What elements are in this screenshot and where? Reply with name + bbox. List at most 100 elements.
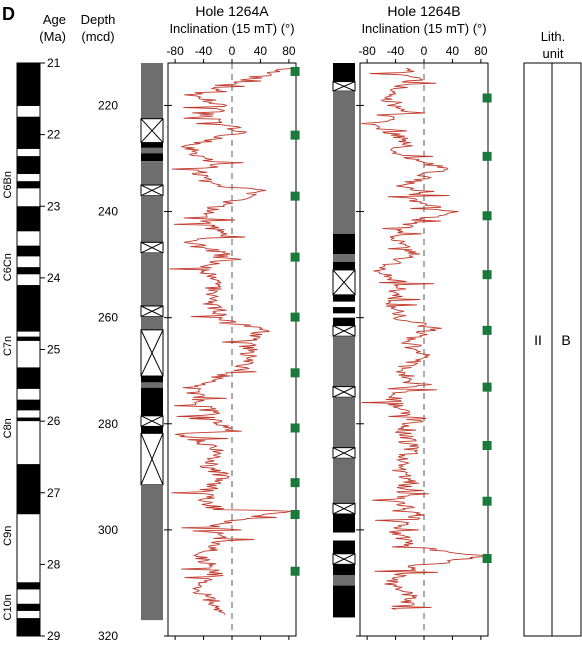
hole-b-gray-interval xyxy=(333,574,355,586)
chron-label: C6Cn xyxy=(2,253,14,281)
hole-b-black-interval xyxy=(333,307,355,314)
age-tick-label: 27 xyxy=(47,486,61,500)
hole-b-no-recovery-cross xyxy=(332,553,356,565)
hole-b-no-recovery-cross xyxy=(332,269,356,296)
hole-a-gray-interval xyxy=(141,316,163,330)
hole-b-no-recovery-cross xyxy=(332,81,356,92)
hole-b-core-marker xyxy=(482,382,492,392)
hole-b-gray-interval xyxy=(333,91,355,234)
hole-b-no-recovery-cross xyxy=(332,386,356,398)
normal-polarity-band xyxy=(17,336,40,341)
age-tick-label: 21 xyxy=(47,56,61,70)
age-tick-label: 25 xyxy=(47,343,61,357)
hole-b-gray-interval xyxy=(333,397,355,448)
hole-b-black-interval xyxy=(333,317,355,326)
age-tick-label: 29 xyxy=(47,629,61,643)
depth-tick-label: 320 xyxy=(98,629,118,643)
depth-axis: 220 240 260 280 300 320 xyxy=(98,98,118,643)
hole-a-gray-interval xyxy=(141,147,163,154)
hole-a-gray-interval xyxy=(141,252,163,306)
lith-unit-roman: II xyxy=(534,332,542,348)
normal-polarity-band xyxy=(17,603,40,611)
hole-a-core-marker xyxy=(290,423,300,433)
hole-b-core-marker xyxy=(482,270,492,280)
hole-b-white-interval xyxy=(333,313,355,318)
hole-a-polarity-column xyxy=(140,63,164,621)
hole-b-white-interval xyxy=(333,532,355,541)
age-tick-label: 23 xyxy=(47,199,61,213)
hole-a-gray-interval xyxy=(141,161,163,186)
hole-b-x-tick-label: -40 xyxy=(387,44,405,58)
hole-b-black-interval xyxy=(333,540,355,554)
hole-a-gray-interval xyxy=(141,195,163,243)
depth-tick-label: 260 xyxy=(98,311,118,325)
hole-b-black-interval xyxy=(333,261,355,270)
normal-polarity-band xyxy=(17,116,40,149)
hole-a-x-tick-label: -40 xyxy=(195,44,213,58)
normal-polarity-band xyxy=(17,618,40,636)
age-tick-label: 26 xyxy=(47,414,61,428)
hole-b-x-tick-label: -80 xyxy=(358,44,376,58)
hole-a-inclination-plot: -80 -40 0 40 80 xyxy=(164,44,300,640)
hole-b-no-recovery-cross xyxy=(332,325,356,337)
normal-polarity-band xyxy=(17,464,40,515)
hole-a-black-interval xyxy=(141,387,163,416)
hole-a-core-marker xyxy=(290,252,300,262)
hole-a-core-marker xyxy=(290,66,300,76)
hole-a-gray-interval xyxy=(141,484,163,621)
chron-label: C7n xyxy=(2,336,14,356)
depth-header-line1: Depth xyxy=(81,12,116,27)
normal-polarity-band xyxy=(17,267,40,275)
hole-b-inclination-plot: -80 -40 0 40 80 xyxy=(356,44,492,640)
normal-polarity-band xyxy=(17,367,40,389)
lith-header-line2: unit xyxy=(543,46,564,61)
hole-a-gray-interval xyxy=(141,382,163,388)
hole-b-title: Hole 1264B xyxy=(387,3,460,19)
hole-b-x-tick-label: 40 xyxy=(446,44,460,58)
hole-b-polarity-column xyxy=(332,63,356,618)
normal-polarity-band xyxy=(17,582,40,590)
normal-polarity-band xyxy=(17,206,40,232)
hole-b-core-marker xyxy=(482,496,492,506)
hole-a-core-marker xyxy=(290,566,300,576)
hole-b-black-interval xyxy=(333,294,355,302)
hole-a-no-recovery-cross xyxy=(140,433,164,485)
normal-polarity-band xyxy=(17,63,40,106)
hole-b-gray-interval xyxy=(333,336,355,387)
hole-a-no-recovery-cross xyxy=(140,329,164,377)
hole-a-x-tick-label: 40 xyxy=(254,44,268,58)
hole-a-core-marker xyxy=(290,191,300,201)
age-tick-label: 24 xyxy=(47,271,61,285)
depth-header-line2: (mcd) xyxy=(81,29,114,44)
hole-b-black-interval xyxy=(333,63,355,82)
hole-a-no-recovery-cross xyxy=(140,305,164,318)
hole-b-black-interval xyxy=(333,233,355,254)
depth-tick-label: 280 xyxy=(98,417,118,431)
hole-b-core-marker xyxy=(482,151,492,161)
age-tick-label: 28 xyxy=(47,557,61,571)
age-header-line2: (Ma) xyxy=(39,29,66,44)
chron-label: C8n xyxy=(2,418,14,438)
hole-b-x-tick-label: 0 xyxy=(421,44,428,58)
depth-tick-label: 300 xyxy=(98,523,118,537)
hole-b-black-interval xyxy=(333,585,355,618)
hole-a-x-tick-label: 80 xyxy=(282,44,296,58)
hole-a-black-interval xyxy=(141,153,163,162)
hole-b-black-interval xyxy=(333,564,355,575)
age-header-line1: Age xyxy=(43,12,66,27)
depth-tick-label: 220 xyxy=(98,98,118,112)
hole-b-gray-interval xyxy=(333,458,355,504)
hole-b-black-interval xyxy=(333,513,355,533)
hole-a-black-interval xyxy=(141,376,163,383)
hole-a-core-marker xyxy=(290,130,300,140)
normal-polarity-band xyxy=(17,417,40,422)
chron-label: C10n xyxy=(2,594,14,620)
hole-b-core-marker xyxy=(482,441,492,450)
hole-a-x-tick-label: 0 xyxy=(229,44,236,58)
hole-a-gray-interval xyxy=(141,63,163,119)
hole-a-inclination-curve xyxy=(169,67,295,615)
normal-polarity-band xyxy=(17,181,40,189)
hole-a-black-interval xyxy=(141,426,163,434)
chron-label: C9n xyxy=(2,526,14,546)
